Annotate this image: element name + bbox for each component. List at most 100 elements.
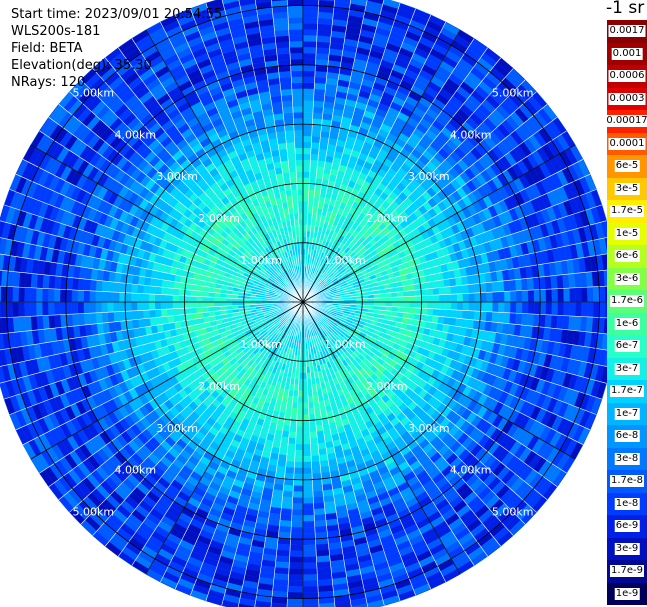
ppi-cell — [311, 461, 321, 468]
ppi-cell — [450, 301, 458, 311]
ppi-cell — [316, 166, 325, 174]
ppi-cell — [527, 301, 535, 315]
ppi-cell — [379, 301, 387, 307]
ppi-cell — [302, 147, 312, 155]
ray-separator — [302, 159, 584, 303]
ppi-cell — [521, 290, 529, 303]
ppi-cell — [313, 502, 325, 510]
ppi-cell — [551, 301, 559, 316]
ppi-cell — [414, 289, 422, 297]
ppi-cell — [53, 301, 61, 316]
ppi-cell — [421, 301, 428, 309]
ppi-cell — [302, 94, 315, 101]
ppi-cell — [498, 291, 505, 303]
ppi-cell — [581, 301, 588, 318]
ppi-cell — [521, 278, 529, 291]
ray-separator — [302, 130, 567, 303]
ppi-cell — [545, 301, 553, 316]
ppi-cell — [302, 467, 313, 475]
ppi-cell — [296, 414, 304, 421]
ppi-cell — [473, 283, 481, 294]
ppi-cell — [292, 497, 304, 504]
ppi-cell — [397, 306, 404, 313]
ppi-cell — [302, 129, 313, 137]
ppi-cell — [485, 281, 493, 293]
ppi-cell — [373, 297, 381, 303]
ppi-cell — [539, 289, 547, 303]
ppi-cell — [296, 420, 304, 427]
ppi-cell — [282, 484, 294, 492]
ppi-cell — [291, 402, 298, 409]
ppi-cell — [310, 443, 319, 451]
ray-separator — [302, 301, 608, 351]
ppi-cell — [587, 301, 594, 318]
ppi-cell — [302, 195, 309, 202]
ppi-cell — [302, 46, 317, 54]
ppi-cell — [213, 301, 221, 307]
ppi-cell — [148, 301, 156, 311]
ppi-cell — [196, 301, 203, 308]
ppi-cell — [155, 316, 163, 326]
ppi-cell — [302, 100, 314, 107]
ppi-cell — [462, 301, 470, 311]
ppi-cell — [119, 292, 126, 303]
ppi-cell — [77, 290, 85, 303]
ppi-cell — [480, 292, 487, 303]
ppi-cell — [298, 378, 304, 386]
ppi-cell — [178, 301, 185, 309]
ray-separator — [302, 301, 608, 335]
ppi-cell — [297, 390, 304, 398]
ppi-cell — [414, 307, 422, 315]
ppi-cell — [41, 301, 49, 316]
ppi-cell — [527, 289, 535, 303]
ppi-cell — [291, 509, 304, 516]
ppi-cell — [287, 592, 304, 599]
ppi-cell — [310, 141, 320, 149]
ppi-cell — [311, 124, 322, 132]
ppi-cell — [302, 515, 315, 522]
ppi-cell — [83, 313, 91, 326]
ppi-cell — [296, 426, 304, 433]
ppi-cell — [309, 165, 318, 173]
ppi-cell — [149, 317, 157, 327]
ppi-cell — [526, 277, 535, 291]
ppi-cell — [302, 414, 310, 421]
ppi-cell — [302, 408, 310, 415]
ppi-cell — [310, 455, 320, 463]
ppi-cell — [456, 293, 464, 303]
ppi-cell — [391, 296, 399, 303]
ppi-cell — [290, 532, 304, 540]
ppi-cell — [474, 292, 482, 303]
ppi-cell — [504, 290, 511, 303]
ppi-cell — [278, 525, 292, 534]
ray-separator — [302, 301, 608, 319]
ppi-cell — [438, 308, 446, 318]
ppi-cell — [302, 218, 308, 226]
ppi-cell — [314, 514, 327, 522]
ppi-cell — [131, 310, 139, 321]
ppi-cell — [142, 293, 150, 303]
ppi-cell — [53, 288, 61, 303]
ppi-cell — [291, 503, 304, 510]
ppi-cell — [314, 82, 327, 90]
ppi-cell — [491, 311, 499, 323]
ppi-cell — [302, 171, 310, 178]
ppi-cell — [302, 455, 312, 463]
ppi-cell — [313, 88, 326, 96]
ppi-cell — [24, 287, 31, 303]
ppi-cell — [425, 281, 433, 290]
ppi-cell — [310, 147, 320, 155]
ray-separator — [302, 57, 502, 303]
ray-separator — [302, 0, 320, 303]
ppi-cell — [318, 0, 335, 2]
ppi-cell — [314, 76, 327, 84]
ppi-cell — [456, 285, 464, 295]
ppi-cell — [302, 520, 315, 528]
ppi-cell — [544, 314, 552, 329]
ppi-cell — [492, 301, 499, 313]
ppi-cell — [302, 420, 310, 427]
ppi-cell — [279, 442, 289, 450]
ray-separator — [302, 253, 608, 303]
ppi-cell — [294, 455, 304, 463]
ppi-cell — [302, 550, 317, 558]
